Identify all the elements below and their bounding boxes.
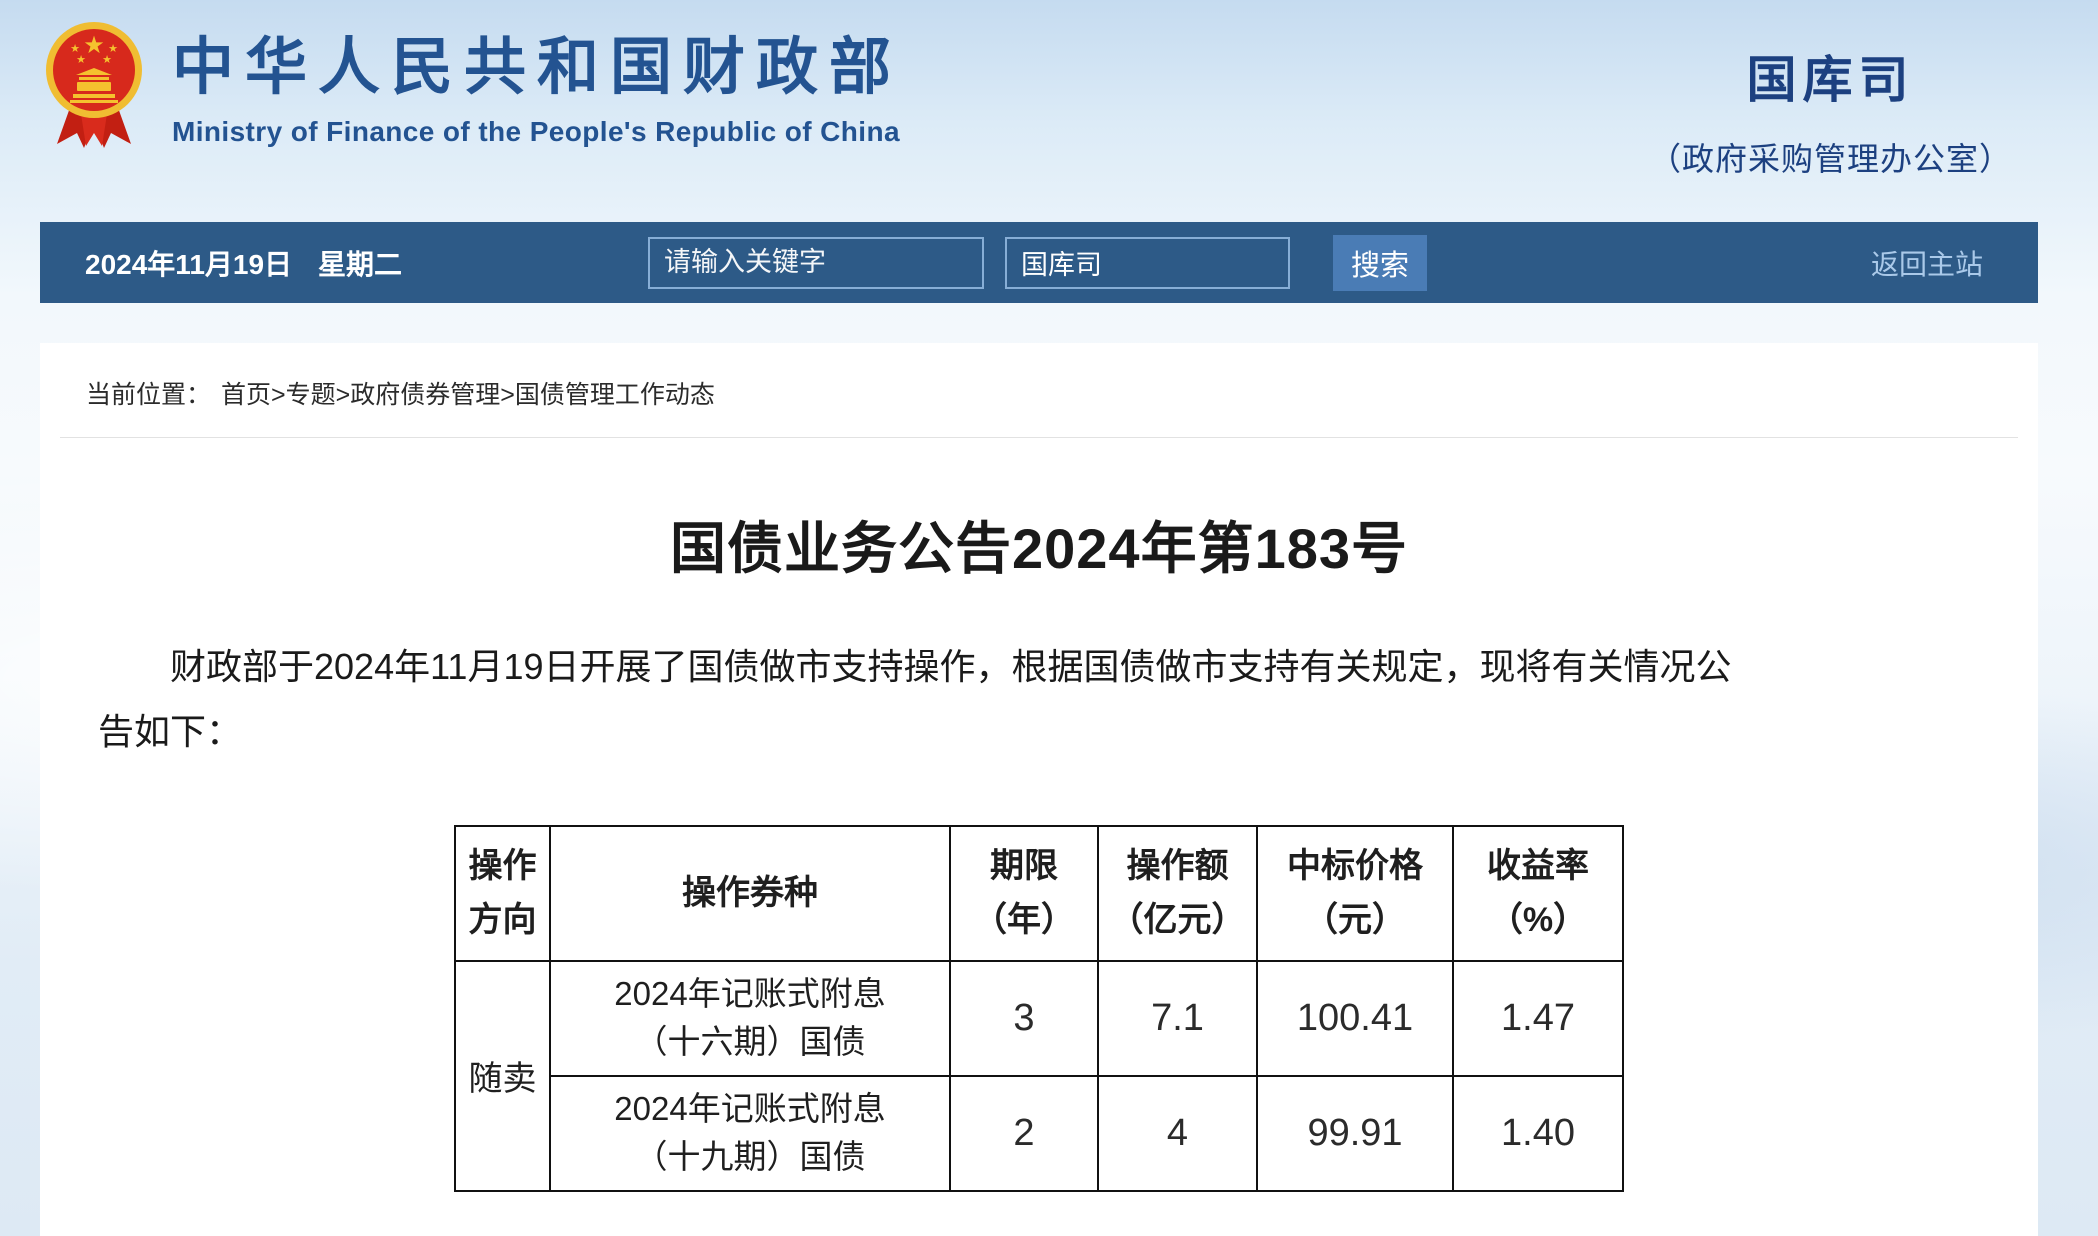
table-header-row: 操作 方向 操作券种 期限 （年） 操作额 （亿元） 中标价格 （元） 收益率 （%）: [454, 824, 1624, 962]
yield-cell: 1.40: [1452, 1074, 1624, 1192]
bond-name-cell: 2024年记账式附息 （十六期）国债: [549, 959, 951, 1077]
svg-text:★: ★: [102, 54, 112, 66]
search-button[interactable]: 搜索: [1333, 234, 1427, 291]
content-panel: 当前位置： 首页>专题>政府债券管理>国债管理工作动态 国债业务公告2024年第1…: [40, 343, 2038, 1236]
col-header-price: 中标价格 （元）: [1256, 824, 1454, 962]
svg-text:★: ★: [76, 54, 86, 66]
article-title: 国债业务公告2024年第183号: [669, 517, 1408, 580]
term-cell: 3: [949, 959, 1099, 1077]
keyword-search-input[interactable]: [648, 236, 984, 289]
logo-group: ★ ★ ★ ★ ★ 中华人民共和国财政部 Ministry of Finance…: [44, 12, 902, 154]
article-paragraph: 财政部于2024年11月19日开展了国债做市支持操作，根据国债做市支持有关规定，…: [98, 646, 1732, 752]
term-cell: 2: [949, 1074, 1099, 1192]
date-text: 2024年11月19日: [85, 248, 293, 280]
department-name: 国库司: [1746, 52, 1915, 108]
col-header-direction: 操作 方向: [454, 824, 551, 962]
breadcrumb-home[interactable]: 首页: [221, 381, 272, 409]
svg-text:★: ★: [108, 43, 118, 55]
breadcrumb: 当前位置： 首页>专题>政府债券管理>国债管理工作动态: [40, 343, 2038, 437]
col-header-amount: 操作额 （亿元）: [1097, 824, 1258, 962]
search-scope-input[interactable]: [1005, 236, 1290, 289]
amount-cell: 4: [1097, 1074, 1258, 1192]
breadcrumb-topics[interactable]: 专题: [285, 381, 336, 409]
price-cell: 100.41: [1256, 959, 1454, 1077]
svg-text:★: ★: [70, 43, 80, 55]
col-header-bond: 操作券种: [549, 824, 951, 962]
weekday-text: 星期二: [318, 248, 403, 280]
direction-cell: 随卖: [454, 959, 551, 1192]
breadcrumb-bond-management[interactable]: 政府债券管理: [350, 381, 501, 409]
breadcrumb-label: 当前位置：: [86, 381, 212, 409]
site-header: ★ ★ ★ ★ ★ 中华人民共和国财政部 Ministry of Finance…: [0, 0, 2098, 222]
department-block: 国库司 （政府采购管理办公室）: [1649, 40, 2012, 180]
breadcrumb-separator: >: [335, 381, 351, 409]
return-home-link[interactable]: 返回主站: [1870, 248, 1983, 280]
breadcrumb-work-news[interactable]: 国债管理工作动态: [514, 381, 715, 409]
site-title-english: Ministry of Finance of the People's Repu…: [172, 116, 900, 148]
breadcrumb-divider: [60, 437, 2018, 438]
breadcrumb-separator: >: [271, 381, 286, 409]
amount-cell: 7.1: [1097, 959, 1258, 1077]
svg-text:★: ★: [83, 32, 105, 59]
site-title: 中华人民共和国财政部: [172, 33, 903, 102]
current-date: 2024年11月19日 星期二: [85, 243, 402, 283]
breadcrumb-separator: >: [500, 381, 515, 409]
yield-cell: 1.47: [1452, 959, 1624, 1077]
operation-result-table: 操作 方向 操作券种 期限 （年） 操作额 （亿元） 中标价格 （元） 收益率 （%） 随…: [454, 824, 1624, 1192]
bond-name-cell: 2024年记账式附息 （十九期）国债: [549, 1074, 951, 1192]
price-cell: 99.91: [1256, 1074, 1454, 1192]
col-header-term: 期限 （年）: [949, 824, 1099, 962]
table-row: 2024年记账式附息 （十九期）国债 2 4 99.91 1.40: [455, 1074, 1624, 1192]
table-row: 随卖 2024年记账式附息 （十六期）国债 3 7.1 100.41 1.47: [454, 959, 1624, 1192]
col-header-yield: 收益率 （%）: [1452, 824, 1624, 962]
department-office: （政府采购管理办公室）: [1648, 141, 2012, 177]
national-emblem-icon: ★ ★ ★ ★ ★: [46, 22, 142, 148]
site-title-block: 中华人民共和国财政部 Ministry of Finance of the Pe…: [172, 12, 902, 148]
